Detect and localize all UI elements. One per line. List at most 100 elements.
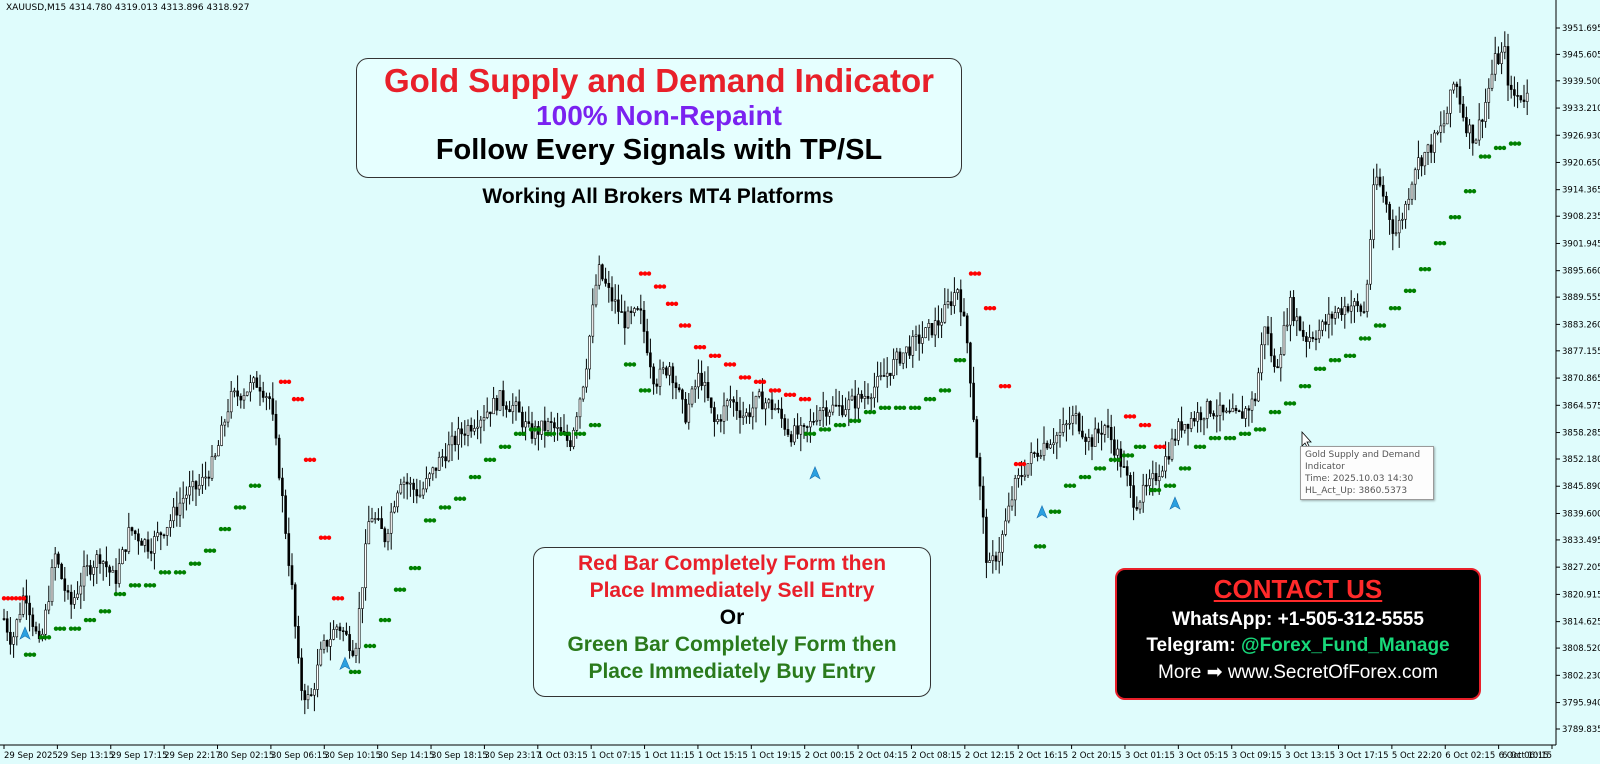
demand-dot (822, 427, 828, 432)
price-label: 3901.945 (1562, 239, 1600, 249)
demand-dot (218, 526, 224, 532)
website-link[interactable]: www.SecretOfForex.com (1227, 662, 1438, 683)
time-label: 30 Sep 18:15 (431, 751, 488, 761)
candle-body (713, 407, 716, 422)
supply-dot (295, 396, 301, 402)
candle-body (341, 630, 345, 633)
candle-body (450, 435, 454, 446)
demand-dot (188, 561, 194, 566)
candle-body (1125, 466, 1129, 476)
candle-body (1122, 466, 1126, 468)
candle-body (735, 401, 739, 411)
candle-body (575, 416, 579, 431)
candle-body (866, 395, 870, 399)
demand-dot (162, 570, 168, 575)
candle-body (463, 433, 467, 436)
supply-dot (1017, 461, 1023, 467)
time-label: 1 Oct 07:15 (591, 751, 641, 761)
demand-dot (1426, 267, 1432, 272)
demand-dot (938, 388, 944, 393)
candle-body (393, 506, 396, 513)
telegram-line[interactable]: Telegram: @Forex_Fund_Manage (1117, 635, 1479, 657)
candle-body (137, 533, 140, 542)
candle-body (527, 421, 531, 424)
candle-body (1317, 329, 1321, 340)
candle-body (533, 426, 537, 439)
candle-body (559, 427, 563, 432)
candle-body (21, 595, 25, 615)
supply-dot (9, 596, 15, 601)
or-text: Or (719, 606, 745, 629)
candle-body (1477, 119, 1481, 141)
candle-body (1330, 313, 1334, 319)
candle-body (767, 399, 771, 404)
demand-dot (1116, 457, 1122, 462)
candle-body (1173, 438, 1177, 441)
candle-body (370, 518, 374, 522)
demand-dot (513, 431, 519, 436)
candle-body (997, 551, 1001, 562)
candle-body (476, 426, 479, 429)
indicator-tooltip: Gold Supply and Demand Indicator Time: 2… (1300, 446, 1434, 500)
time-label: 1 Oct 19:15 (751, 751, 801, 761)
candle-body (335, 626, 339, 630)
candle-body (1269, 333, 1273, 357)
candle-body (258, 387, 262, 392)
whatsapp-text[interactable]: WhatsApp: +1-505-312-5555 (1172, 609, 1424, 630)
candle-body (565, 431, 569, 441)
demand-dot (1071, 483, 1077, 488)
candle-body (425, 478, 428, 490)
supply-dot (339, 596, 345, 601)
supply-dot (669, 301, 675, 307)
promo-tagline: Follow Every Signals with TP/SL (435, 134, 883, 166)
telegram-handle[interactable]: @Forex_Fund_Manage (1241, 635, 1450, 656)
candle-body (1346, 306, 1350, 312)
candle-body (1273, 355, 1276, 367)
candle-body (661, 367, 665, 370)
candle-body (351, 650, 355, 656)
candle-body (601, 264, 604, 280)
candle-body (841, 405, 844, 416)
demand-dot (886, 405, 892, 410)
price-label: 3877.155 (1562, 347, 1600, 357)
candle-body (281, 477, 284, 497)
demand-dot (1227, 435, 1233, 441)
time-label: 30 Sep 14:15 (378, 751, 435, 761)
candle-body (121, 549, 124, 565)
candle-body (329, 639, 332, 647)
supply-dot (716, 353, 722, 359)
demand-dot (1093, 466, 1099, 471)
candle-body (1109, 426, 1113, 441)
candle-body (556, 427, 559, 429)
demand-dot (1418, 267, 1424, 272)
candle-body (703, 382, 707, 386)
time-label: 3 Oct 05:15 (1178, 751, 1228, 761)
demand-dot (1257, 427, 1263, 432)
candle-body (1215, 415, 1219, 417)
demand-dot (423, 518, 429, 523)
website-line[interactable]: More ➡ www.SecretOfForex.com (1117, 661, 1479, 684)
candle-body (1212, 413, 1215, 417)
demand-dot (483, 457, 489, 462)
supply-dot (727, 362, 733, 367)
demand-dot (177, 570, 183, 575)
supply-dot (712, 353, 718, 359)
candle-body (1100, 432, 1103, 435)
candle-body (1151, 473, 1155, 480)
candle-body (613, 299, 617, 302)
candle-body (1445, 112, 1449, 125)
candle-body (681, 389, 684, 400)
contact-title: CONTACT US (1213, 574, 1383, 604)
price-label: 3895.660 (1562, 267, 1600, 277)
candle-body (386, 532, 390, 543)
candle-body (210, 456, 214, 479)
time-label: 30 Sep 02:15 (218, 751, 275, 761)
demand-dot (393, 587, 399, 592)
candle-body (322, 640, 326, 650)
supply-dot (335, 596, 341, 601)
candle-body (725, 400, 729, 407)
candle-body (297, 626, 300, 659)
candle-body (28, 602, 31, 616)
candle-body (786, 429, 790, 435)
candle-body (959, 289, 963, 313)
